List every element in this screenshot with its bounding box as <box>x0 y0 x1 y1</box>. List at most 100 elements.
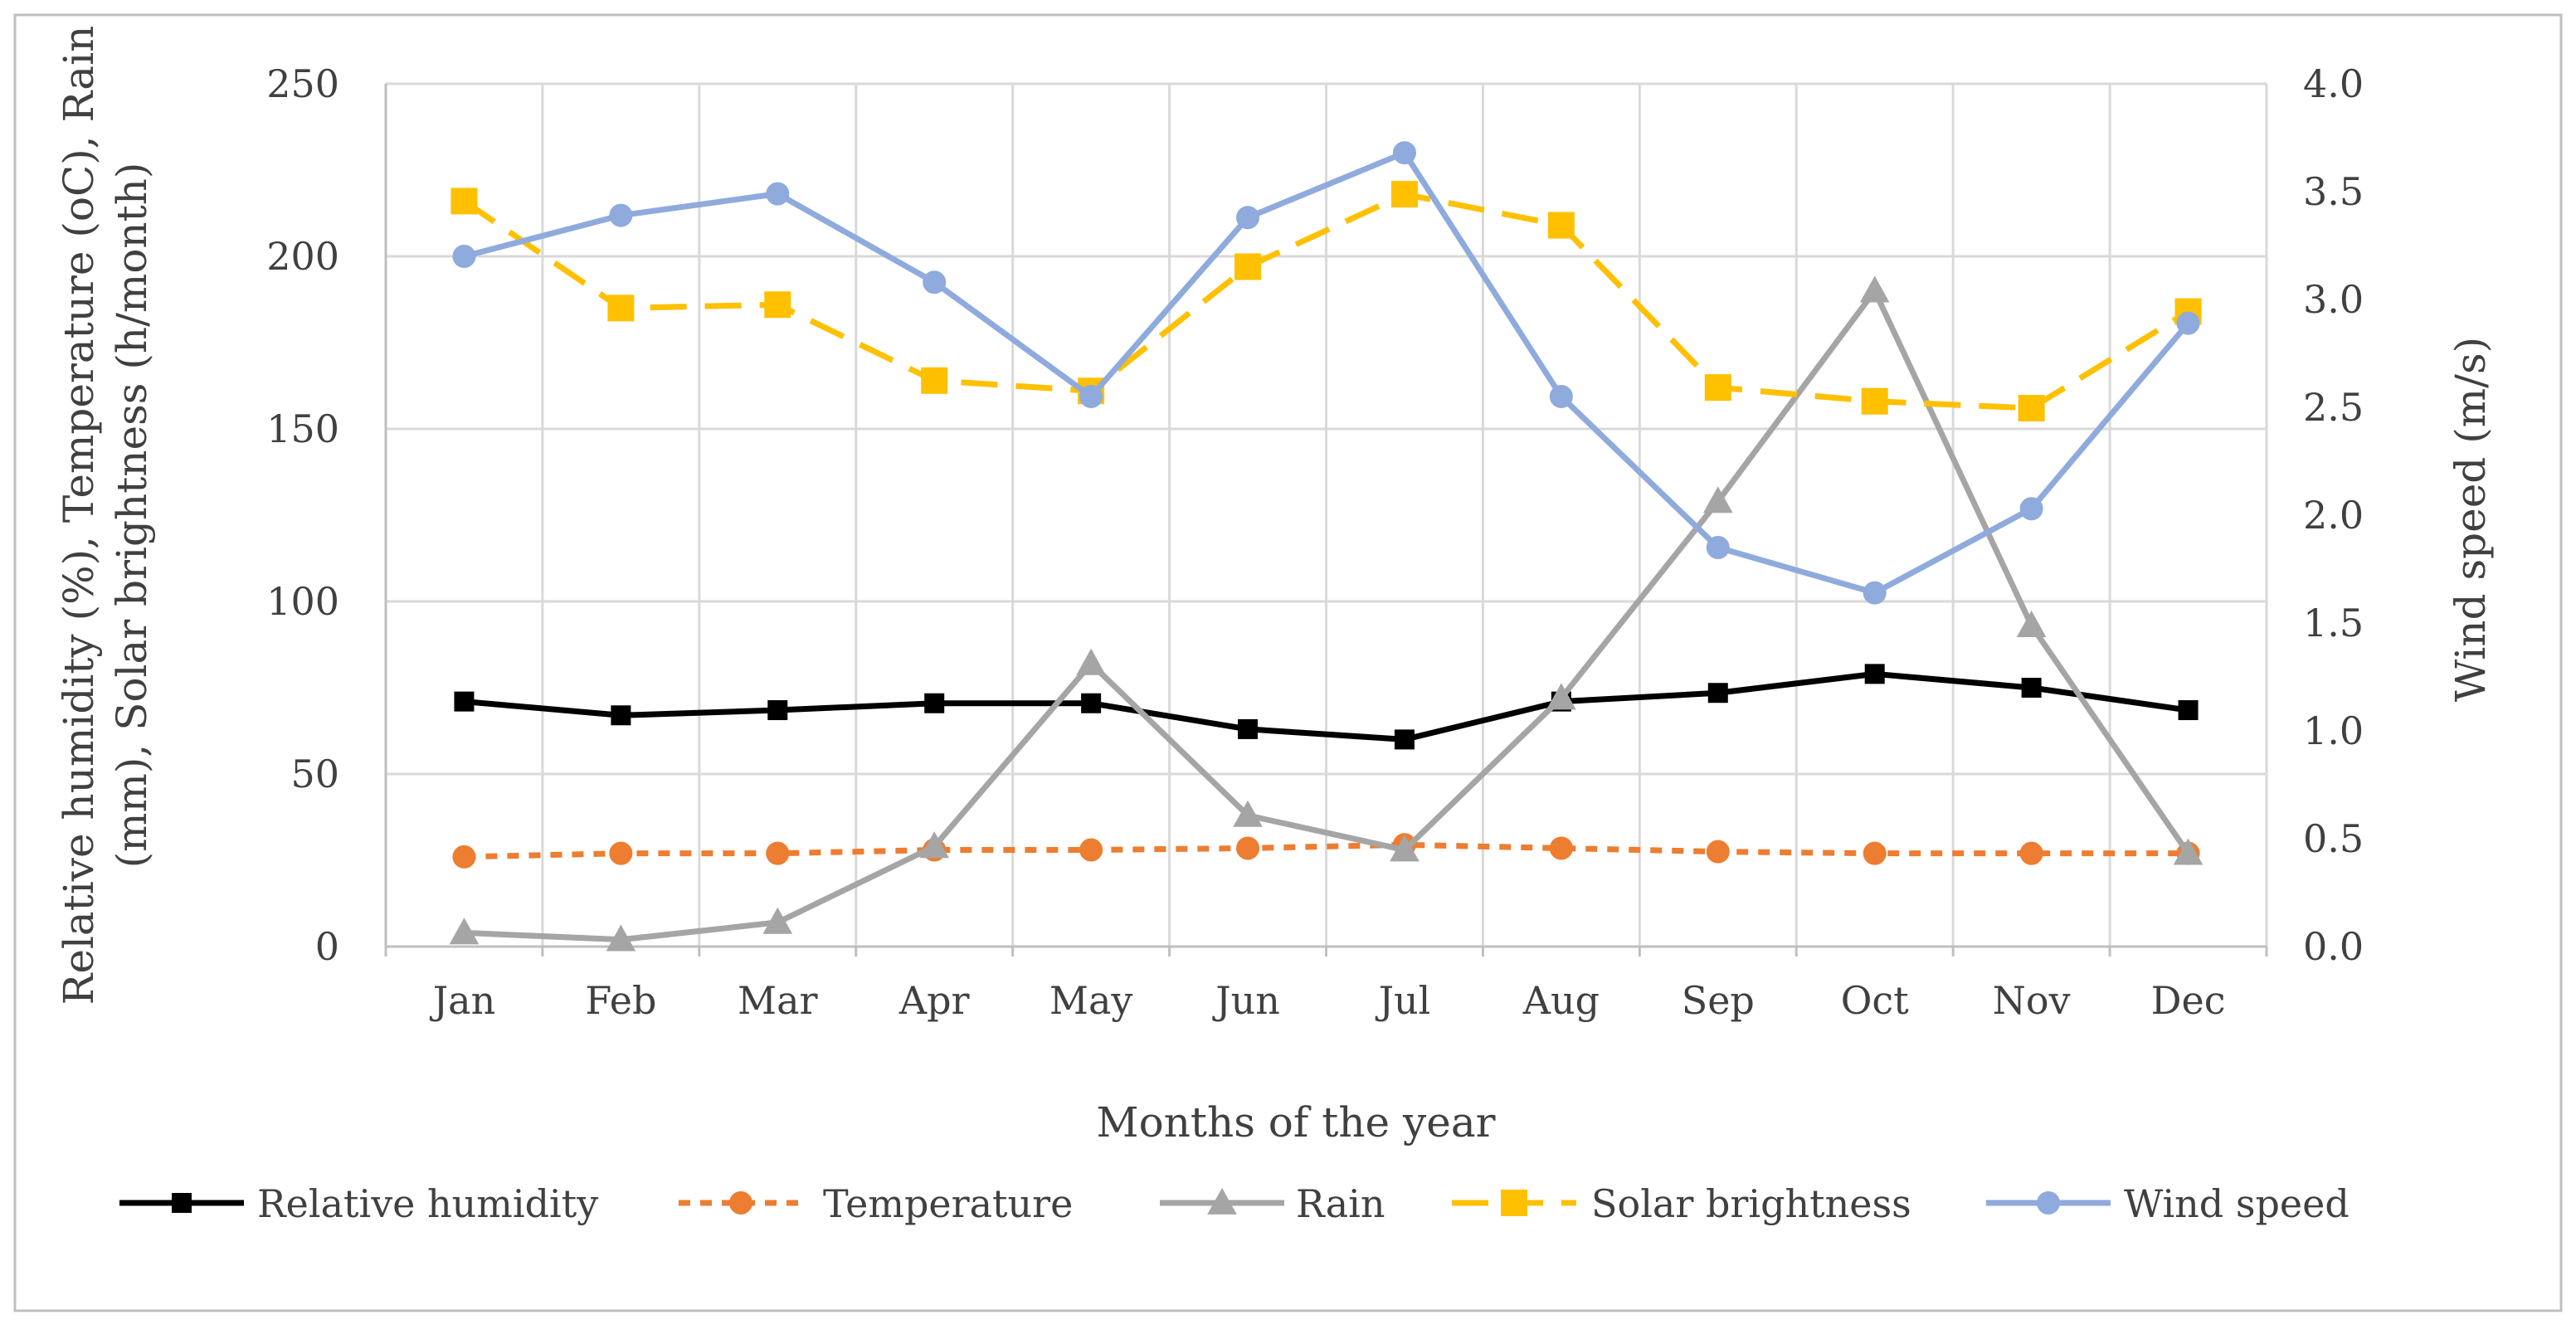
data-point <box>606 924 636 952</box>
data-point <box>1859 275 1890 303</box>
series-line <box>463 149 2191 596</box>
data-point <box>1864 664 1885 684</box>
legend: Relative humidity Temperature Rain Solar br… <box>119 1181 2350 1226</box>
data-point <box>923 270 947 295</box>
x-tick-label: Mar <box>738 978 818 1023</box>
data-point <box>1390 835 1419 862</box>
data-point <box>764 291 791 319</box>
data-point <box>1863 841 1887 865</box>
data-point <box>1079 838 1103 862</box>
y-left-tick-label: 200 <box>266 234 339 279</box>
y-right-tick-label: 2.5 <box>2303 385 2364 430</box>
data-point <box>1547 212 1575 239</box>
data-point <box>609 841 633 865</box>
axes <box>384 84 2268 957</box>
data-point <box>2019 841 2043 865</box>
x-tick-label: Aug <box>1522 978 1600 1023</box>
data-point <box>172 1193 192 1213</box>
x-tick-label: Jan <box>430 978 496 1023</box>
series-wind-speed <box>452 141 2200 605</box>
data-point <box>1238 718 1259 739</box>
legend-label: Solar brightness <box>1591 1181 1911 1226</box>
data-point <box>1549 836 1573 860</box>
legend-label: Relative humidity <box>257 1181 598 1226</box>
y-right-tick-label: 4.0 <box>2303 61 2364 106</box>
x-tick-label: Oct <box>1841 978 1909 1023</box>
y-right-tick-label: 1.0 <box>2303 708 2364 753</box>
y-axis-left-label: Relative humidity (%), Temperature (oC),… <box>55 26 156 1005</box>
data-point <box>1236 836 1260 860</box>
tick-labels: 0 50 100 150 200 250 0.0 0.5 1.0 1.5 2.0 2.5 3.0 3.5 4… <box>266 61 2364 1023</box>
series <box>449 141 2203 952</box>
legend-item: Rain <box>1160 1181 1385 1226</box>
series-rain <box>449 275 2203 952</box>
y-axis-left-label-text: Relative humidity (%), Temperature (oC),… <box>55 26 156 1005</box>
data-point <box>2021 678 2042 698</box>
data-point <box>1706 536 1730 559</box>
data-point <box>1236 206 1260 230</box>
data-point <box>1076 648 1106 675</box>
y-axis-left-label-line: (mm), Solar brightness (h/month) <box>108 163 156 869</box>
y-axis-right-label: Wind speed (m/s) <box>2447 337 2495 702</box>
legend-item: Temperature <box>679 1181 1073 1226</box>
x-tick-label: Feb <box>585 978 656 1023</box>
data-point <box>609 203 633 227</box>
data-point <box>2037 1191 2060 1215</box>
data-point <box>2178 700 2199 721</box>
data-point <box>2173 838 2203 865</box>
x-tick-label: Sep <box>1682 978 1755 1023</box>
y-left-tick-label: 100 <box>266 579 339 624</box>
legend-item: Relative humidity <box>119 1181 598 1226</box>
y-left-tick-label: 50 <box>290 752 339 796</box>
data-point <box>762 907 793 934</box>
data-point <box>1234 253 1262 280</box>
data-point <box>454 691 475 712</box>
series-line <box>464 841 2189 860</box>
series-line <box>464 670 2189 742</box>
legend-label: Temperature <box>823 1181 1073 1226</box>
data-point <box>919 831 950 859</box>
data-point <box>766 841 790 865</box>
y-axis-left-label-line: Relative humidity (%), Temperature (oC),… <box>55 26 103 1005</box>
y-right-tick-label: 3.5 <box>2303 169 2364 214</box>
legend-item: Solar brightness <box>1452 1181 1911 1226</box>
data-point <box>607 295 635 322</box>
data-point <box>449 918 480 945</box>
x-tick-label: Jun <box>1212 978 1280 1023</box>
data-point <box>1707 683 1728 703</box>
data-point <box>2176 311 2200 335</box>
data-point <box>1392 141 1416 165</box>
data-point <box>2016 610 2047 637</box>
x-tick-label: Jul <box>1376 978 1431 1023</box>
data-point <box>1549 385 1573 408</box>
legend-label: Rain <box>1296 1181 1385 1226</box>
y-right-tick-label: 3.0 <box>2303 277 2364 322</box>
gridlines <box>386 82 2268 947</box>
data-point <box>1207 1187 1237 1215</box>
x-tick-label: Apr <box>898 978 970 1023</box>
x-tick-label: Nov <box>1993 978 2071 1023</box>
data-point <box>1501 1190 1527 1216</box>
series-line <box>462 191 2190 411</box>
data-point <box>2018 395 2045 422</box>
data-point <box>1863 581 1887 605</box>
y-right-tick-label: 0.0 <box>2303 924 2364 969</box>
data-point <box>1390 181 1418 208</box>
y-left-tick-label: 250 <box>266 61 339 106</box>
data-point <box>921 367 948 394</box>
legend-label: Wind speed <box>2124 1181 2350 1226</box>
legend-item: Wind speed <box>1986 1181 2350 1226</box>
data-point <box>450 187 478 215</box>
y-right-tick-label: 1.5 <box>2303 601 2364 645</box>
y-left-tick-label: 150 <box>266 406 339 451</box>
data-point <box>1081 693 1102 713</box>
x-tick-label: May <box>1049 978 1133 1023</box>
x-tick-label: Dec <box>2151 978 2226 1023</box>
x-axis-label: Months of the year <box>1096 1098 1495 1146</box>
y-right-tick-label: 0.5 <box>2303 816 2364 861</box>
y-right-tick-label: 2.0 <box>2303 493 2364 538</box>
chart-border <box>13 13 2563 1312</box>
data-point <box>767 700 788 721</box>
